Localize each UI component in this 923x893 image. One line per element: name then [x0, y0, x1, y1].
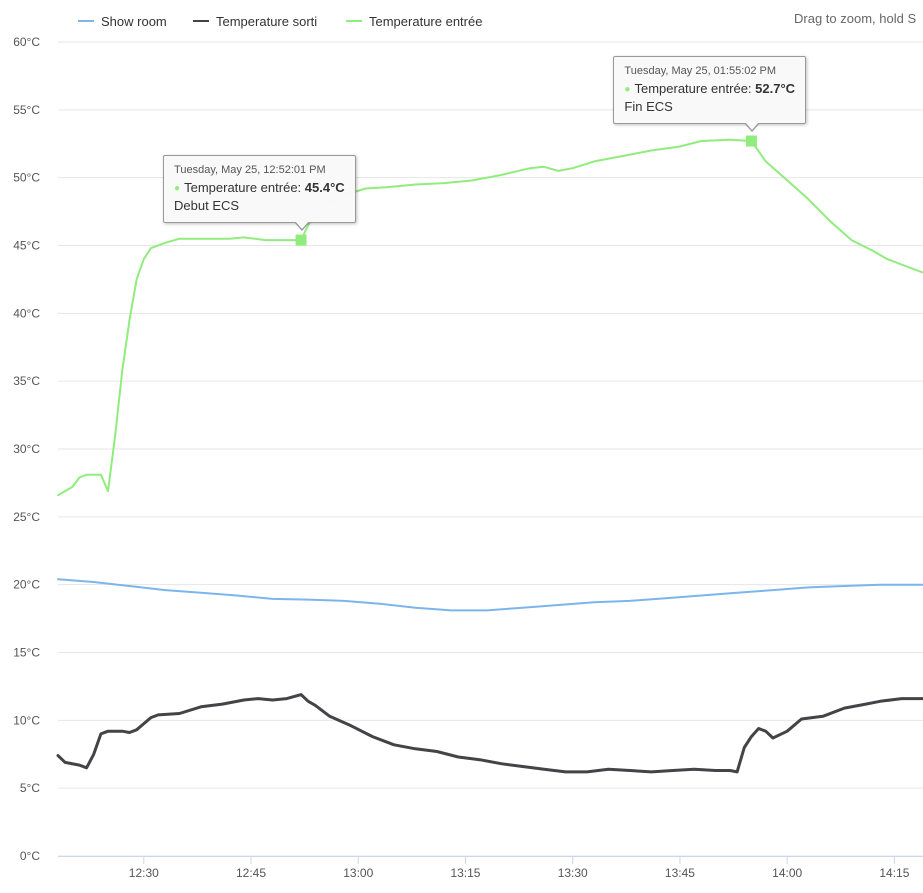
legend[interactable]: Show room Temperature sorti Temperature en…	[78, 14, 482, 29]
series-line[interactable]	[56, 693, 923, 774]
tooltip-series-label: Temperature entrée:	[634, 81, 756, 97]
y-tick-label: 10°C	[13, 713, 40, 727]
highlight-marker[interactable]	[745, 135, 757, 147]
tooltip-note: Fin ECS	[624, 99, 673, 115]
chart-tooltip: Tuesday, May 25, 01:55:02 PM ● Temperature…	[613, 56, 807, 133]
y-tick-label: 60°C	[13, 35, 40, 49]
zoom-hint: Drag to zoom, hold S	[794, 11, 916, 26]
chart-tooltip: Tuesday, May 25, 12:52:01 PM ● Temperature…	[163, 155, 356, 232]
tooltip-value: 45.4°C	[304, 180, 345, 196]
x-tick-label: 12:30	[129, 866, 159, 880]
tooltip-series-label: Temperature entrée:	[184, 180, 305, 196]
y-tick-label: 20°C	[13, 578, 40, 592]
x-tick-label: 13:00	[343, 866, 373, 880]
tooltip-markers[interactable]	[295, 135, 757, 246]
legend-label: Temperature sorti	[216, 14, 317, 29]
legend-label: Temperature entrée	[369, 14, 482, 29]
x-tick-label: 14:15	[879, 866, 909, 880]
legend-item[interactable]: Show room	[78, 14, 167, 29]
x-tick-label: 13:15	[450, 866, 480, 880]
x-tick-label: 13:45	[665, 866, 695, 880]
y-tick-label: 40°C	[13, 306, 40, 320]
y-tick-label: 25°C	[13, 510, 40, 524]
y-tick-label: 0°C	[20, 849, 40, 863]
series-dot-icon: ●	[174, 183, 181, 195]
highlight-marker[interactable]	[295, 234, 307, 246]
tooltip-row: ● Temperature entrée: 45.4°C	[174, 180, 345, 197]
y-tick-label: 35°C	[13, 374, 40, 388]
y-tick-label: 15°C	[13, 646, 40, 660]
y-tick-label: 30°C	[13, 442, 40, 456]
x-axis: 12:30 12:45 13:00 13:15 13:30 13:45 14:00 14:15	[58, 856, 923, 880]
tooltip-pointer-inner	[745, 122, 760, 131]
y-tick-label: 50°C	[13, 171, 40, 185]
series-line[interactable]	[57, 578, 923, 612]
x-tick-label: 13:30	[558, 866, 588, 880]
series-lines[interactable]	[56, 138, 923, 774]
series-line[interactable]	[57, 138, 923, 497]
y-axis: 0°C 5°C 10°C 15°C 20°C 25°C 30°C 35°C 40°C 45°C 50…	[13, 35, 40, 863]
legend-label: Show room	[101, 14, 167, 29]
legend-item[interactable]: Temperature sorti	[193, 14, 317, 29]
series-dot-icon: ●	[624, 84, 631, 96]
x-tick-label: 14:00	[772, 866, 802, 880]
y-tick-label: 45°C	[13, 239, 40, 253]
tooltip-time: Tuesday, May 25, 12:52:01 PM	[174, 164, 326, 177]
x-tick-label: 12:45	[236, 866, 266, 880]
tooltip-pointer-inner	[295, 221, 310, 230]
legend-item[interactable]: Temperature entrée	[346, 14, 482, 29]
y-tick-label: 55°C	[13, 103, 40, 117]
tooltip-time: Tuesday, May 25, 01:55:02 PM	[624, 65, 777, 78]
tooltip-note: Debut ECS	[174, 198, 240, 214]
tooltip-row: ● Temperature entrée: 52.7°C	[624, 81, 795, 98]
y-tick-label: 5°C	[20, 781, 40, 795]
tooltip-value: 52.7°C	[755, 81, 796, 97]
